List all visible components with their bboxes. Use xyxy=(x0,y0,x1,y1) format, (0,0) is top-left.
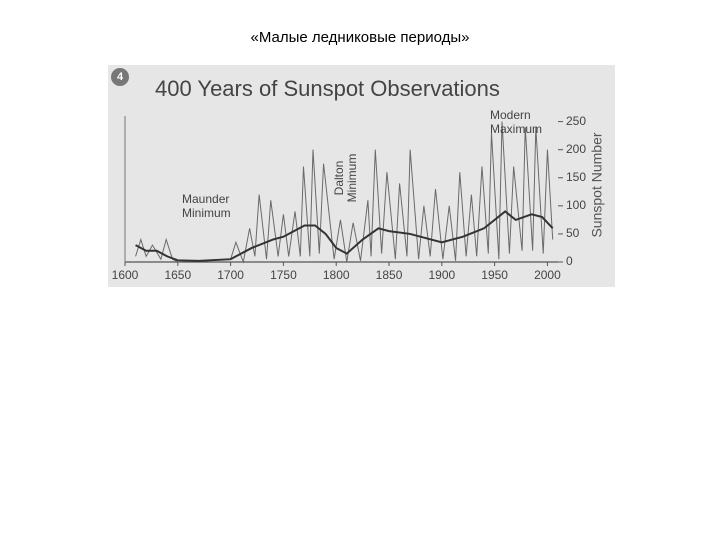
x-tick-label: 1900 xyxy=(428,268,455,282)
x-tick-label: 1850 xyxy=(376,268,403,282)
y-tick-label: 250 xyxy=(566,114,586,128)
x-tick-label: 2000 xyxy=(534,268,561,282)
slide-title: «Малые ледниковые периоды» xyxy=(251,29,470,46)
y-tick-label: 50 xyxy=(566,226,580,240)
annotation: Dalton xyxy=(332,161,346,196)
annotation: Minimum xyxy=(345,154,359,203)
y-tick-label: 150 xyxy=(566,170,586,184)
chart-title: 400 Years of Sunspot Observations xyxy=(155,76,500,101)
sunspot-line xyxy=(135,121,554,264)
y-tick-label: 200 xyxy=(566,142,586,156)
badge: 4 xyxy=(117,71,124,83)
x-tick-label: 1650 xyxy=(164,268,191,282)
annotation: Maunder xyxy=(182,192,229,206)
x-tick-label: 1800 xyxy=(323,268,350,282)
annotation: Maximum xyxy=(490,122,542,136)
badge-circle xyxy=(111,68,129,86)
y-tick-label: 0 xyxy=(566,254,573,268)
y-axis-label: Sunspot Number xyxy=(589,132,605,237)
y-tick-label: 100 xyxy=(566,198,586,212)
average-line xyxy=(135,210,554,262)
x-tick-label: 1700 xyxy=(217,268,244,282)
x-tick-label: 1600 xyxy=(112,268,139,282)
annotation: Minimum xyxy=(182,206,231,220)
x-tick-label: 1950 xyxy=(481,268,508,282)
annotation: Modern xyxy=(490,108,531,122)
x-tick-label: 1750 xyxy=(270,268,297,282)
